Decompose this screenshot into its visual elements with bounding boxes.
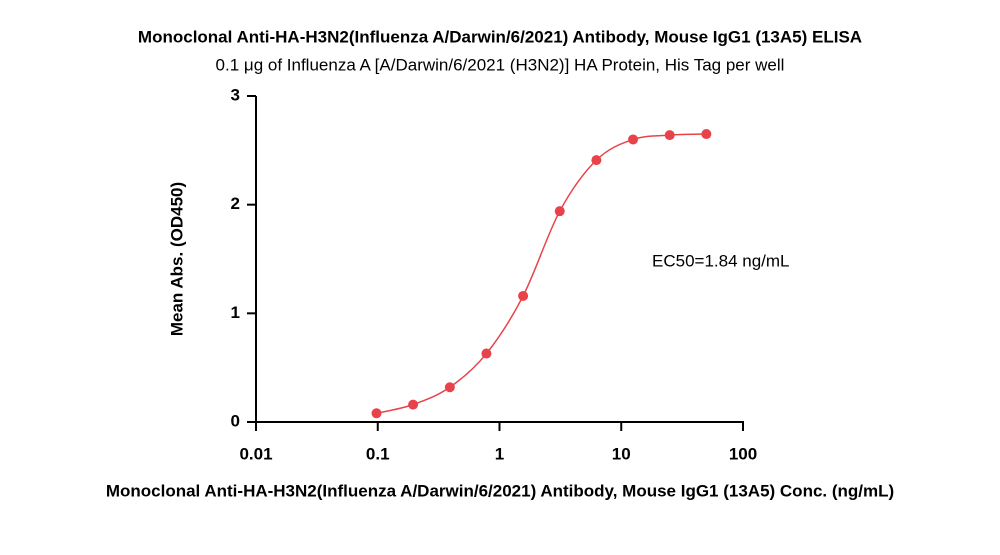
data-point <box>518 290 529 301</box>
data-point <box>408 399 419 410</box>
data-point <box>664 130 675 141</box>
x-tick-label: 100 <box>729 444 757 463</box>
x-tick-label: 0.1 <box>366 444 390 463</box>
x-tick-label: 10 <box>612 444 631 463</box>
x-axis-label: Monoclonal Anti-HA-H3N2(Influenza A/Darw… <box>106 481 894 500</box>
chart-subtitle: 0.1 μg of Influenza A [A/Darwin/6/2021 (… <box>216 55 785 74</box>
y-tick-label: 3 <box>231 85 240 104</box>
data-point <box>701 129 712 140</box>
x-tick-label: 0.01 <box>239 444 272 463</box>
x-tick-label: 1 <box>495 444 504 463</box>
data-point <box>371 408 382 419</box>
y-tick-label: 1 <box>231 303 240 322</box>
data-point <box>444 382 455 393</box>
data-point <box>591 155 602 166</box>
data-point <box>554 206 565 217</box>
data-point <box>628 134 639 145</box>
chart-title: Monoclonal Anti-HA-H3N2(Influenza A/Darw… <box>138 27 862 46</box>
y-axis-label: Mean Abs. (OD450) <box>167 182 186 336</box>
data-point <box>481 348 492 359</box>
annotation: EC50=1.84 ng/mL <box>652 251 790 270</box>
y-tick-label: 2 <box>231 194 240 213</box>
fit-curve <box>376 133 707 415</box>
y-tick-label: 0 <box>231 411 240 430</box>
